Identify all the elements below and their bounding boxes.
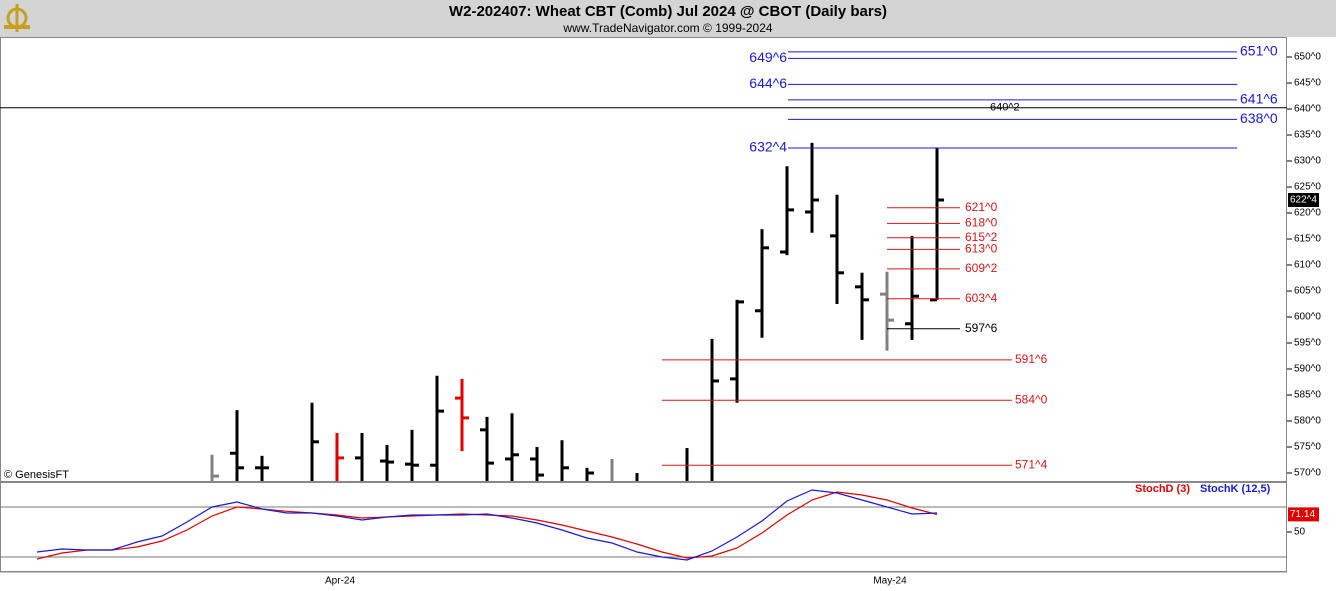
level-label: 649^6	[749, 49, 787, 65]
level-label: 609^2	[965, 261, 998, 275]
y-tick-label: 600^0	[1294, 312, 1321, 323]
level-label: 591^6	[1015, 352, 1048, 366]
level-label: 638^0	[1240, 110, 1278, 126]
x-tick-label: Apr-24	[325, 576, 355, 587]
y-tick-label: 50	[1294, 527, 1306, 538]
level-label: 615^2	[965, 230, 998, 244]
x-tick-label: May-24	[873, 576, 907, 587]
y-tick-label: 575^0	[1294, 442, 1321, 453]
y-tick-label: 615^0	[1294, 234, 1321, 245]
level-label: 641^6	[1240, 91, 1278, 107]
y-tick-label: 590^0	[1294, 364, 1321, 375]
y-tick-label: 650^0	[1294, 52, 1321, 63]
level-label: 603^4	[965, 291, 998, 305]
y-tick-label: 605^0	[1294, 286, 1321, 297]
last-value-box	[1288, 507, 1319, 522]
y-tick-label: 610^0	[1294, 260, 1321, 271]
y-tick-label: 570^0	[1294, 468, 1321, 479]
level-label: 613^0	[965, 242, 998, 256]
y-tick-label: 585^0	[1294, 390, 1321, 401]
level-label: 584^0	[1015, 392, 1048, 406]
level-label: 644^6	[749, 75, 787, 91]
legend-entry: StochK (12,5)	[1200, 483, 1271, 495]
level-label: 651^0	[1240, 43, 1278, 59]
chart-title: W2-202407: Wheat CBT (Comb) Jul 2024 @ C…	[449, 3, 887, 20]
y-tick-label: 640^0	[1294, 104, 1321, 115]
y-tick-label: 595^0	[1294, 338, 1321, 349]
level-label: 621^0	[965, 200, 998, 214]
watermark: © GenesisFT	[4, 469, 69, 481]
chart-subtitle: www.TradeNavigator.com © 1999-2024	[562, 21, 772, 35]
y-tick-label: 625^0	[1294, 182, 1321, 193]
y-tick-label: 580^0	[1294, 416, 1321, 427]
level-label: 632^4	[749, 139, 787, 155]
last-price-label: 622^4	[1290, 195, 1317, 206]
level-label: 640^2	[990, 102, 1020, 114]
level-label: 618^0	[965, 216, 998, 230]
y-tick-label: 645^0	[1294, 78, 1321, 89]
level-label: 571^4	[1015, 457, 1048, 471]
logo	[4, 4, 30, 32]
y-tick-label: 630^0	[1294, 156, 1321, 167]
price-panel	[0, 37, 1287, 482]
stoch-line	[36, 489, 938, 561]
y-tick-label: 635^0	[1294, 130, 1321, 141]
y-tick-label: 620^0	[1294, 208, 1321, 219]
last-value-label: 71.14	[1290, 509, 1315, 520]
last-price-box	[1288, 193, 1319, 208]
legend-entry: StochD (3)	[1135, 483, 1190, 495]
level-label: 597^6	[965, 321, 998, 335]
stoch-line	[36, 491, 938, 560]
title-bar	[0, 0, 1336, 37]
